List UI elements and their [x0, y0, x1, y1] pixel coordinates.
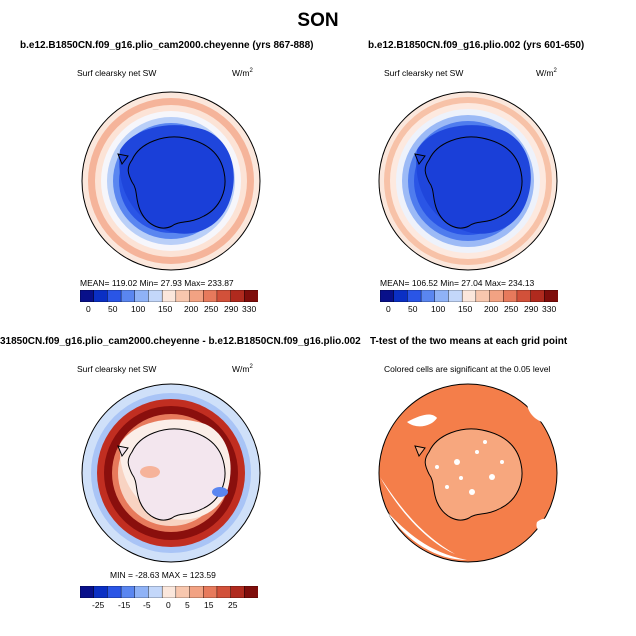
colorbar-swatch: [461, 290, 477, 302]
panel2-antarctica-coastline: [414, 136, 523, 229]
panel3-tick: 15: [204, 600, 214, 610]
panel3-tick: 25: [228, 600, 238, 610]
colorbar-swatch: [107, 586, 122, 598]
colorbar-swatch: [516, 290, 532, 302]
colorbar-swatch: [244, 586, 258, 598]
panel3-stats: MIN = -28.63 MAX = 123.59: [110, 570, 216, 580]
colorbar-swatch: [489, 290, 504, 302]
panel1-title: b.e12.B1850CN.f09_g16.plio_cam2000.cheye…: [20, 40, 314, 51]
panel1-stats: MEAN= 119.02 Min= 27.93 Max= 233.87: [80, 278, 234, 288]
colorbar-swatch: [420, 290, 436, 302]
panel2-tick: 290: [524, 304, 539, 314]
colorbar-swatch: [434, 290, 449, 302]
panel3-units-label: W/m2: [232, 364, 253, 374]
panel1-tick: 0: [86, 304, 91, 314]
panel1-tick: 330: [242, 304, 257, 314]
panel3-tick: -5: [143, 600, 151, 610]
panel2-polar-map: [378, 91, 558, 271]
panel2-title: b.e12.B1850CN.f09_g16.plio.002 (yrs 601-…: [368, 40, 585, 51]
colorbar-swatch: [134, 290, 149, 302]
panel1-tick: 150: [158, 304, 173, 314]
panel1-tick: 250: [204, 304, 219, 314]
panel3-antarctica-coastline: [117, 428, 226, 521]
panel2-tick: 330: [542, 304, 557, 314]
colorbar-swatch: [161, 290, 177, 302]
colorbar-swatch: [148, 290, 163, 302]
panel3-tick: -25: [92, 600, 105, 610]
colorbar-swatch: [93, 290, 108, 302]
panel2-colorbar-ticks: 0 50 100 150 200 250 290 330: [380, 304, 558, 316]
panel1-tick: 290: [224, 304, 239, 314]
panel4-polar-map: [378, 383, 558, 563]
panel1-tick: 200: [184, 304, 199, 314]
colorbar-swatch: [148, 586, 163, 598]
colorbar-swatch: [407, 290, 422, 302]
colorbar-swatch: [244, 290, 258, 302]
panel2-units-label: W/m2: [536, 68, 557, 78]
colorbar-swatch: [203, 290, 218, 302]
colorbar-swatch: [161, 586, 177, 598]
colorbar-swatch: [230, 586, 245, 598]
colorbar-swatch: [80, 586, 95, 598]
colorbar-swatch: [475, 290, 491, 302]
colorbar-swatch: [134, 586, 149, 598]
panel1-antarctica-coastline: [117, 136, 226, 229]
panel1-units-label: W/m2: [232, 68, 253, 78]
colorbar-swatch: [203, 586, 218, 598]
panel2-tick: 150: [458, 304, 473, 314]
panel2-tick: 100: [431, 304, 446, 314]
figure-title: SON: [297, 10, 339, 31]
panel2-tick: 50: [408, 304, 418, 314]
panel3-tick: -15: [118, 600, 131, 610]
colorbar-swatch: [530, 290, 545, 302]
panel3-tick: 5: [185, 600, 190, 610]
panel1-tick: 50: [108, 304, 118, 314]
panel4-title: T-test of the two means at each grid poi…: [370, 336, 568, 347]
panel1-tick: 100: [131, 304, 146, 314]
panel3-colorbar: [80, 586, 258, 598]
colorbar-swatch: [175, 290, 191, 302]
panel2-variable-label: Surf clearsky net SW: [384, 68, 464, 78]
panel3-title: 31850CN.f09_g16.plio_cam2000.cheyenne - …: [0, 336, 361, 347]
colorbar-swatch: [120, 290, 136, 302]
colorbar-swatch: [120, 586, 136, 598]
colorbar-swatch: [230, 290, 245, 302]
colorbar-swatch: [544, 290, 558, 302]
panel1-variable-label: Surf clearsky net SW: [77, 68, 157, 78]
colorbar-swatch: [175, 586, 191, 598]
colorbar-swatch: [189, 586, 204, 598]
panel1-colorbar: [80, 290, 258, 302]
colorbar-swatch: [216, 586, 232, 598]
panel2-tick: 0: [386, 304, 391, 314]
panel1-colorbar-ticks: 0 50 100 150 200 250 290 330: [80, 304, 258, 316]
panel4-note: Colored cells are significant at the 0.0…: [384, 364, 551, 374]
colorbar-swatch: [503, 290, 518, 302]
colorbar-swatch: [448, 290, 463, 302]
panel3-tick: 0: [166, 600, 171, 610]
panel4-antarctica-coastline: [414, 428, 523, 521]
colorbar-swatch: [216, 290, 232, 302]
panel2-tick: 200: [484, 304, 499, 314]
colorbar-swatch: [80, 290, 95, 302]
colorbar-swatch: [189, 290, 204, 302]
colorbar-swatch: [380, 290, 395, 302]
panel2-stats: MEAN= 106.52 Min= 27.04 Max= 234.13: [380, 278, 535, 288]
colorbar-swatch: [107, 290, 122, 302]
panel2-tick: 250: [504, 304, 519, 314]
colorbar-swatch: [393, 290, 408, 302]
panel1-polar-map: [81, 91, 261, 271]
panel2-colorbar: [380, 290, 558, 302]
colorbar-swatch: [93, 586, 108, 598]
panel3-colorbar-ticks: -25 -15 -5 0 5 15 25: [80, 600, 258, 612]
panel3-polar-map: [81, 383, 261, 563]
panel3-variable-label: Surf clearsky net SW: [77, 364, 157, 374]
